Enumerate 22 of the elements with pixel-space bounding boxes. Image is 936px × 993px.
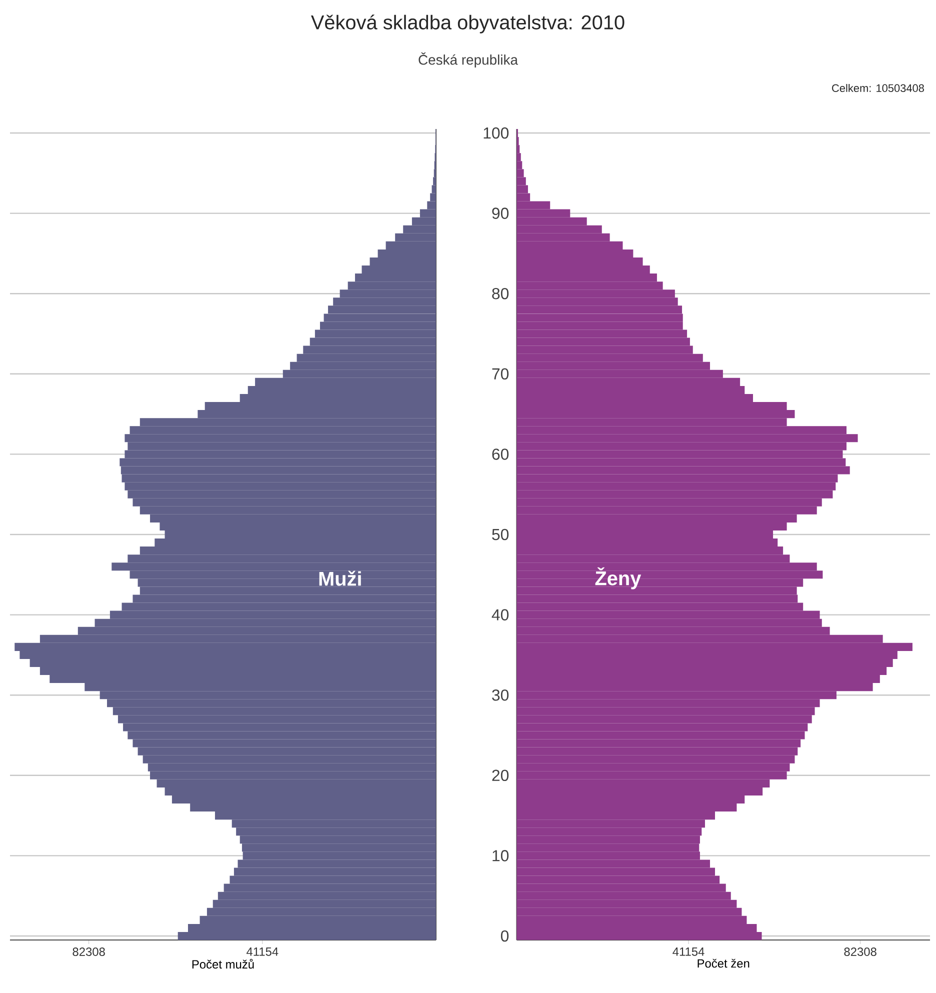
y-tick-label: 40 (492, 609, 509, 620)
chart-title: Věková skladba obyvatelstva: 2010 (310, 14, 624, 34)
y-tick-label: 90 (492, 208, 509, 219)
y-tick-label: 80 (492, 288, 509, 300)
annotation: Ženy (595, 567, 642, 590)
x-tick-label: 82308 (72, 948, 105, 956)
text: Celkem: 10503408 (832, 84, 924, 92)
y-tick-label: 50 (492, 528, 509, 540)
annotation: Muži (319, 570, 361, 586)
text: Česká republika (418, 52, 518, 68)
y-tick-label: 10 (492, 850, 509, 862)
x-tick-label: 41154 (672, 948, 704, 956)
x-tick-label: 82308 (844, 948, 876, 956)
y-tick-label: 60 (492, 448, 509, 460)
y-tick-label: 20 (492, 770, 509, 782)
x-tick-label: 41154 (246, 948, 278, 956)
x-axis-title: Počet mužů (192, 958, 254, 969)
x-axis-title: Počet žen (698, 958, 750, 968)
y-tick-label: 0 (500, 930, 509, 942)
y-tick-label: 30 (492, 689, 509, 701)
y-tick-label: 100 (484, 127, 509, 139)
y-tick-label: 70 (492, 368, 509, 380)
